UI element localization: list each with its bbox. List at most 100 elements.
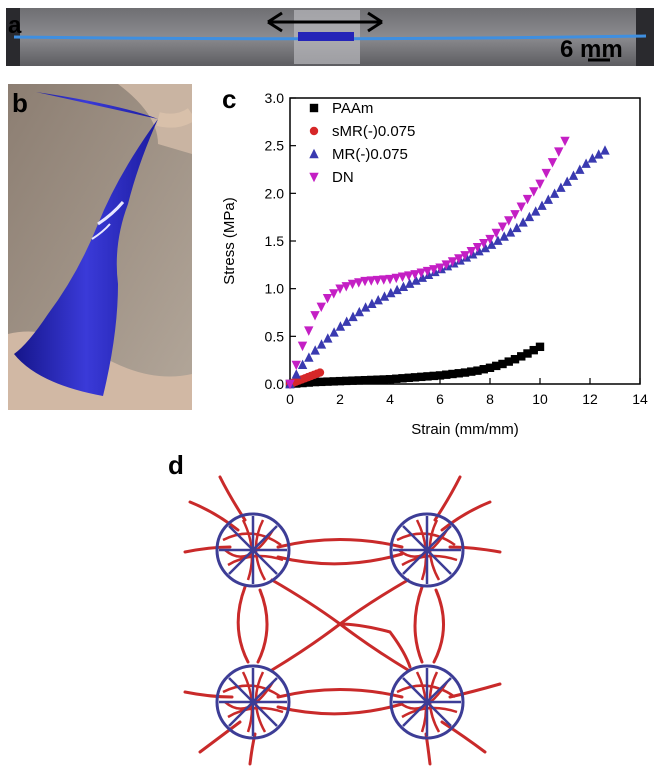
network-schematic xyxy=(183,475,502,766)
data-point xyxy=(297,359,308,370)
y-axis-label: Stress (MPa) xyxy=(221,197,238,285)
y-tick-label: 3.0 xyxy=(265,90,285,106)
y-tick-label: 1.5 xyxy=(265,233,285,249)
x-axis-label: Strain (mm/mm) xyxy=(411,421,519,438)
data-point xyxy=(405,278,415,288)
data-point xyxy=(435,371,445,380)
legend-label: MR(-)0.075 xyxy=(332,146,408,163)
data-point xyxy=(460,368,470,377)
data-point xyxy=(556,182,566,192)
data-point xyxy=(504,357,513,366)
data-point xyxy=(554,147,564,157)
data-point xyxy=(468,249,478,259)
data-point xyxy=(485,363,495,372)
data-point xyxy=(429,265,439,275)
data-point xyxy=(454,369,463,378)
cluster-top-left xyxy=(215,512,291,588)
data-point xyxy=(322,294,333,304)
crosslink-clusters xyxy=(215,512,465,740)
data-point xyxy=(297,341,308,352)
data-point xyxy=(392,284,402,295)
data-point xyxy=(291,360,301,371)
x-tick-label: 10 xyxy=(532,391,548,407)
data-point xyxy=(537,200,547,210)
data-point xyxy=(474,246,484,256)
data-point xyxy=(335,284,345,294)
data-point xyxy=(354,278,364,288)
data-point xyxy=(315,368,325,377)
data-point xyxy=(575,164,585,174)
data-point xyxy=(510,355,520,364)
data-point xyxy=(516,202,526,212)
data-point xyxy=(510,210,520,220)
data-point xyxy=(479,365,488,374)
data-point xyxy=(435,263,445,273)
data-point xyxy=(367,298,377,308)
data-point xyxy=(423,372,432,381)
data-point xyxy=(310,311,320,321)
data-point xyxy=(522,194,533,205)
data-marks xyxy=(285,136,610,390)
data-point xyxy=(562,176,572,186)
data-point xyxy=(416,268,426,278)
x-tick-label: 4 xyxy=(386,391,394,407)
data-point xyxy=(316,339,327,349)
data-point xyxy=(398,374,407,383)
data-point xyxy=(422,266,433,277)
data-point xyxy=(347,279,358,290)
data-point xyxy=(448,369,457,379)
series-0 xyxy=(285,342,545,389)
data-point xyxy=(581,158,591,168)
data-point xyxy=(304,352,314,362)
y-tick-label: 0.0 xyxy=(265,376,285,392)
data-point xyxy=(568,170,579,180)
data-point xyxy=(304,378,313,387)
legend-marker xyxy=(309,172,319,183)
data-point xyxy=(493,235,503,245)
data-point xyxy=(541,168,551,179)
data-point xyxy=(498,359,507,369)
data-point xyxy=(529,187,539,197)
data-point xyxy=(335,321,346,331)
panel-c-chart: c 0 2 4 6 8 10 12 14 0.0 0.5 1.0 1.5 2.0 2.5 3.0 PAAm s… xyxy=(210,84,654,444)
data-point xyxy=(473,366,482,375)
data-point xyxy=(492,361,501,371)
gel-strip-photo xyxy=(6,8,654,66)
legend-label: PAAm xyxy=(332,100,373,117)
data-point xyxy=(310,345,320,355)
data-point xyxy=(447,257,458,267)
y-tick-label: 2.0 xyxy=(265,185,285,201)
data-point xyxy=(397,272,408,282)
data-point xyxy=(485,234,495,245)
panel-letter-a: a xyxy=(8,12,22,39)
data-point xyxy=(392,374,401,383)
polymer-chains xyxy=(183,475,502,766)
stress-strain-chart: 0 2 4 6 8 10 12 14 0.0 0.5 1.0 1.5 2.0 2.5 3.0 PAAm sMR… xyxy=(221,90,648,438)
data-point xyxy=(479,238,489,249)
x-tick-label: 14 xyxy=(632,391,648,407)
data-point xyxy=(517,352,526,361)
data-point xyxy=(385,274,395,285)
x-tick-label: 2 xyxy=(336,391,344,407)
data-point xyxy=(535,179,545,189)
data-point xyxy=(410,373,420,382)
y-tick-label: 0.5 xyxy=(265,328,285,344)
data-point xyxy=(535,342,545,352)
data-point xyxy=(391,273,401,284)
data-point xyxy=(417,272,427,282)
data-point xyxy=(379,291,390,301)
data-point xyxy=(386,287,396,298)
data-point xyxy=(373,375,382,384)
data-point xyxy=(379,275,389,285)
panel-d-schematic: d xyxy=(160,452,520,767)
data-point xyxy=(304,326,314,336)
cluster-bottom-right xyxy=(389,664,465,740)
legend: PAAm sMR(-)0.075 MR(-)0.075 DN xyxy=(309,100,415,186)
data-point xyxy=(372,275,383,286)
data-point xyxy=(360,375,370,385)
data-point xyxy=(360,302,371,312)
legend-marker xyxy=(309,148,319,159)
data-point xyxy=(594,149,604,159)
data-point xyxy=(341,282,351,292)
data-point xyxy=(460,251,470,261)
